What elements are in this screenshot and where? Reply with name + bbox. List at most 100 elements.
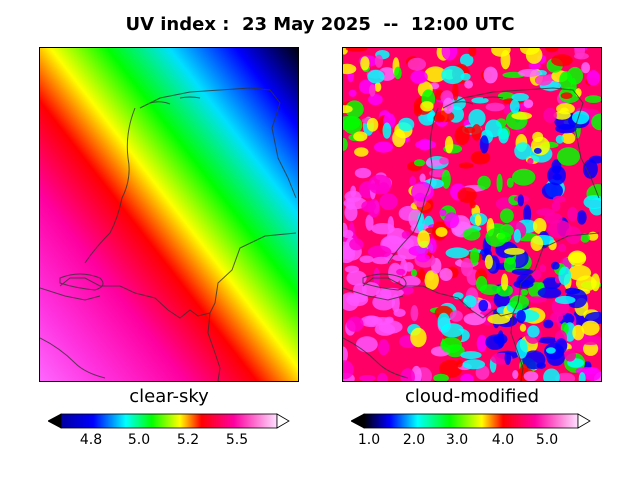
cloud-patch bbox=[512, 168, 536, 186]
cloud-patch bbox=[518, 68, 541, 77]
cloud-patch bbox=[344, 265, 359, 273]
cloud-patch bbox=[460, 257, 473, 277]
cloud-patch bbox=[555, 372, 576, 381]
cloud-patch bbox=[487, 313, 511, 325]
cloud-patch bbox=[543, 319, 554, 329]
cloud-patch bbox=[555, 134, 564, 144]
cloud-patch bbox=[374, 82, 382, 92]
cloud-patch bbox=[525, 48, 543, 64]
cloud-patch bbox=[475, 365, 490, 380]
cloud-patch bbox=[463, 312, 486, 326]
cloud-patch bbox=[478, 299, 489, 312]
cloud-patch bbox=[343, 105, 353, 114]
cloud-patch bbox=[576, 210, 587, 225]
cloud-patch bbox=[435, 227, 448, 237]
cloud-patch bbox=[539, 264, 546, 273]
cloud-patch bbox=[566, 66, 584, 85]
cloud-patch bbox=[444, 212, 460, 229]
cloud-patch bbox=[471, 124, 482, 141]
cloud-modified-label: cloud-modified bbox=[404, 386, 540, 407]
cloud-patch bbox=[511, 112, 532, 120]
cloud-patch bbox=[366, 117, 379, 132]
cloud-patch bbox=[514, 142, 532, 160]
cloud-patch bbox=[441, 48, 458, 61]
cloud-patch bbox=[440, 337, 462, 354]
cloud-patch bbox=[551, 54, 573, 67]
cloud-patch bbox=[419, 173, 426, 183]
cloud-patch bbox=[463, 295, 477, 308]
cloud-patch bbox=[506, 177, 514, 188]
cloud-patch bbox=[417, 268, 426, 283]
cloud-patch bbox=[367, 183, 380, 190]
cloud-modified-tick-label: 2.0 bbox=[402, 432, 426, 448]
cloud-patch bbox=[584, 95, 601, 103]
cloud-patch bbox=[575, 367, 598, 375]
cloud-patch bbox=[433, 114, 445, 123]
cloud-patch bbox=[511, 93, 529, 102]
clear-sky-tick-label: 5.0 bbox=[127, 432, 151, 448]
cloud-patch bbox=[464, 80, 473, 89]
cloud-patch bbox=[367, 69, 385, 84]
cloud-patch bbox=[374, 141, 393, 153]
cloud-patch bbox=[544, 212, 563, 224]
cloud-patch bbox=[460, 373, 474, 381]
cloud-patch bbox=[416, 253, 430, 263]
cloud-patch bbox=[345, 100, 364, 118]
cloud-patch bbox=[382, 122, 392, 139]
cloud-patch bbox=[367, 245, 392, 259]
cloud-patch bbox=[425, 158, 444, 167]
cloud-patch bbox=[580, 337, 601, 345]
cloud-patch bbox=[452, 81, 459, 101]
cloud-patch bbox=[556, 103, 575, 115]
cloud-patch bbox=[343, 197, 367, 210]
cloud-patch bbox=[565, 288, 588, 309]
cloud-patch bbox=[485, 102, 505, 112]
netherlands-outline bbox=[343, 87, 600, 381]
cloud-patch bbox=[551, 201, 561, 212]
cloud-patch bbox=[401, 230, 411, 239]
cloud-modified-tick-label: 5.0 bbox=[535, 432, 559, 448]
cloud-patch bbox=[500, 208, 514, 224]
clear-sky-map bbox=[39, 47, 299, 382]
cloud-patch bbox=[445, 247, 469, 259]
cloud-patch bbox=[368, 94, 383, 106]
cloud-patch bbox=[522, 350, 546, 370]
cloud-patch bbox=[580, 233, 590, 243]
cloud-patch bbox=[516, 339, 528, 359]
cloud-patch bbox=[497, 330, 504, 349]
cloud-patch bbox=[371, 317, 393, 325]
cloud-patch bbox=[460, 351, 482, 360]
cloud-patch bbox=[543, 107, 557, 123]
cloud-patch bbox=[379, 193, 398, 210]
cloud-patch bbox=[415, 140, 436, 150]
cloud-patch bbox=[533, 147, 542, 154]
cloud-patch bbox=[392, 129, 406, 148]
cloud-patch bbox=[574, 48, 585, 59]
cloud-patch bbox=[441, 65, 465, 85]
cloud-patch bbox=[410, 327, 427, 348]
cloud-patch bbox=[578, 372, 586, 381]
cloud-patch bbox=[343, 116, 363, 135]
cloud-patch bbox=[564, 348, 576, 362]
cloud-patch bbox=[583, 341, 599, 356]
cloud-patch bbox=[349, 238, 364, 251]
cloud-patch bbox=[439, 209, 447, 217]
cloud-patch bbox=[474, 214, 482, 226]
cloud-patch bbox=[534, 74, 552, 86]
cloud-patch bbox=[361, 200, 377, 212]
cloud-patch bbox=[583, 195, 601, 209]
cloud-modified-tick-label: 1.0 bbox=[357, 432, 381, 448]
cloud-patch bbox=[365, 214, 374, 231]
cloud-patch bbox=[454, 125, 470, 146]
cloud-patch bbox=[523, 371, 539, 381]
cloud-patch bbox=[552, 173, 562, 181]
cloud-patch bbox=[460, 53, 474, 67]
cloud-patch bbox=[586, 70, 600, 86]
cloud-patch bbox=[513, 229, 521, 243]
cloud-patch bbox=[520, 289, 529, 296]
cloud-patch bbox=[509, 294, 530, 310]
clear-sky-tick-label: 5.2 bbox=[176, 432, 200, 448]
clear-sky-tick-label: 5.5 bbox=[225, 432, 249, 448]
cloud-patch bbox=[394, 66, 402, 80]
cloud-patch bbox=[444, 136, 454, 154]
